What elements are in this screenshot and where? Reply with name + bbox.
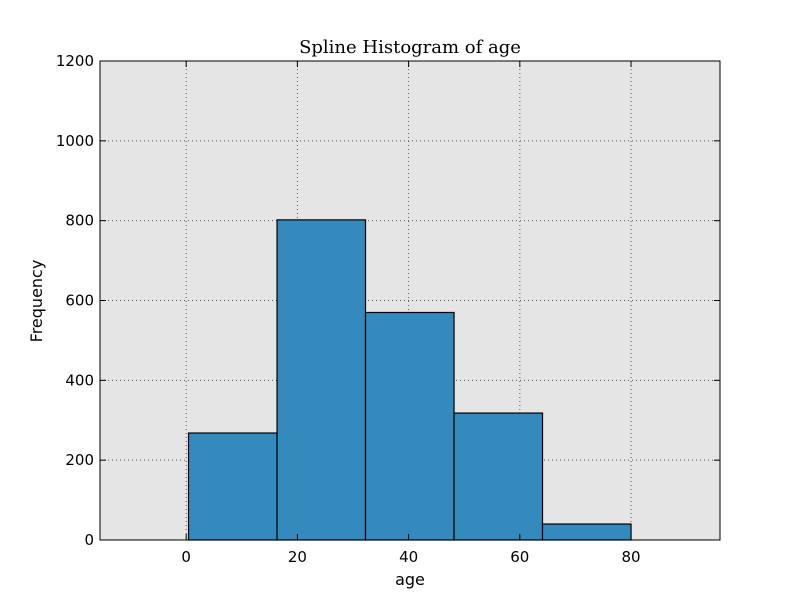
x-tick-label: 0 (181, 548, 191, 566)
histogram-bar (187, 432, 278, 541)
x-tick-label: 40 (399, 548, 418, 566)
histogram-bar (541, 523, 632, 541)
y-tick-label: 600 (65, 292, 94, 310)
y-tick-label: 1200 (56, 52, 94, 70)
histogram-bar (364, 311, 455, 541)
x-tick-label: 20 (288, 548, 307, 566)
x-axis-label: age (395, 570, 425, 589)
x-tick-label: 80 (621, 548, 640, 566)
chart-title: Spline Histogram of age (299, 37, 521, 58)
y-tick-label: 0 (84, 531, 94, 549)
y-axis-label: Frequency (27, 260, 46, 343)
histogram-bars (187, 219, 632, 541)
y-tick-label: 1000 (56, 132, 94, 150)
histogram-bar (276, 219, 367, 541)
histogram-bar (453, 412, 544, 541)
y-tick-label: 400 (65, 371, 94, 389)
x-tick-label: 60 (510, 548, 529, 566)
y-tick-label: 800 (65, 212, 94, 230)
y-tick-label: 200 (65, 451, 94, 469)
